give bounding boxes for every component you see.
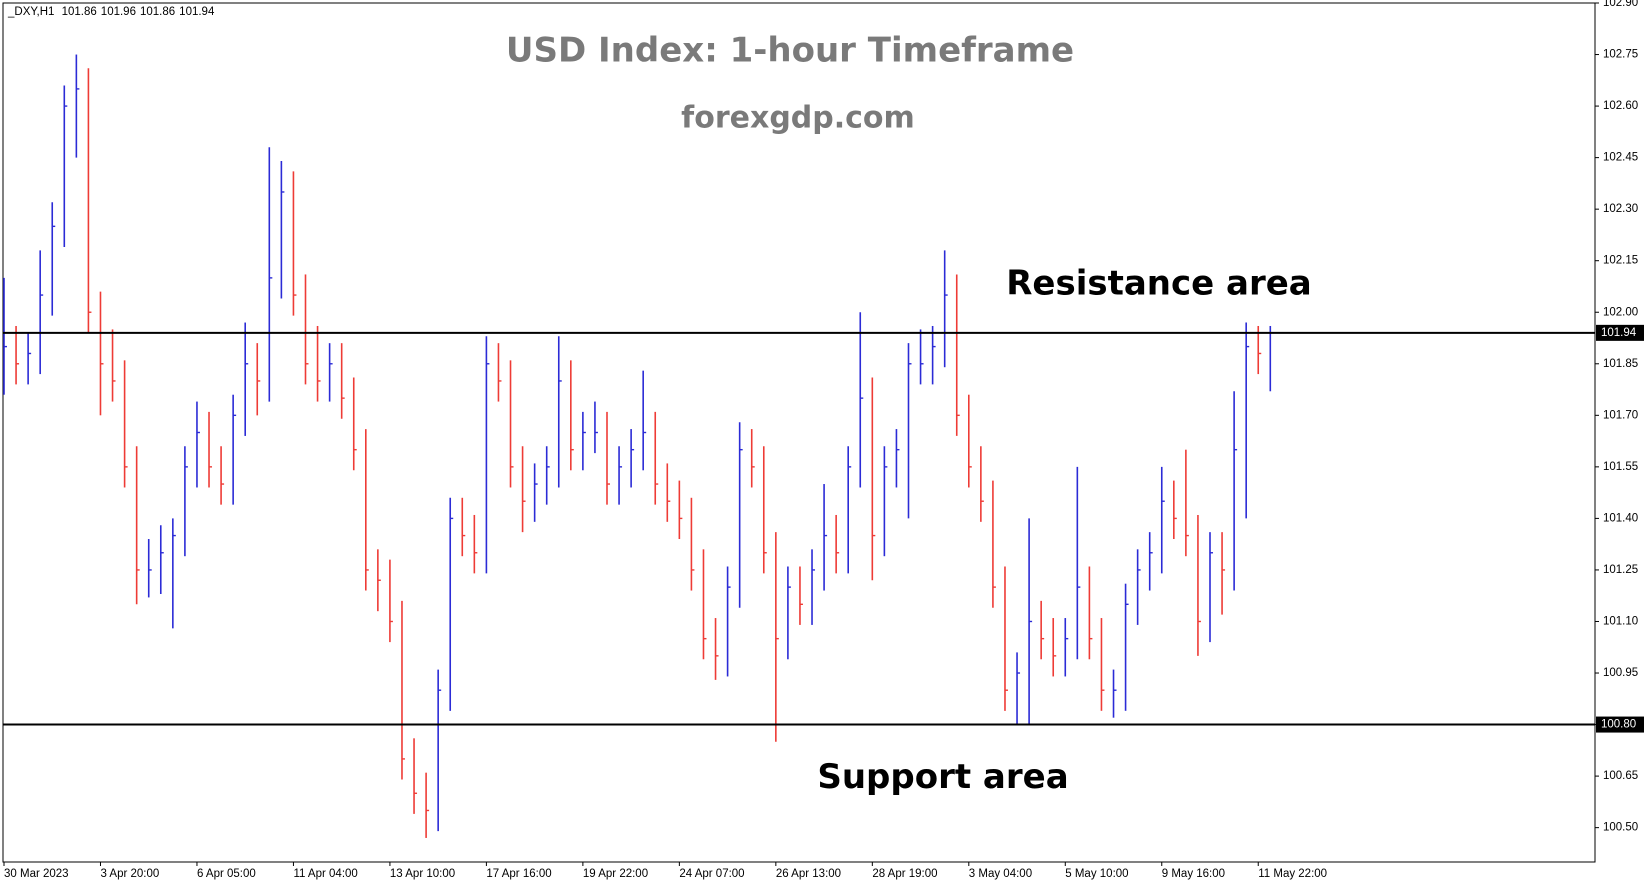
y-tick-label: 102.60	[1603, 100, 1638, 112]
level-annotation: Resistance area	[1006, 263, 1312, 303]
price-box	[1596, 716, 1644, 733]
x-tick-label: 11 Apr 04:00	[293, 868, 357, 880]
x-tick-label: 28 Apr 19:00	[872, 868, 937, 880]
y-tick-label: 101.85	[1603, 358, 1638, 370]
price-box-label: 100.80	[1601, 719, 1636, 731]
x-tick-label: 3 May 04:00	[969, 868, 1032, 880]
y-tick-label: 102.45	[1603, 152, 1638, 164]
x-tick-label: 24 Apr 07:00	[679, 868, 744, 880]
price-box-label: 101.94	[1601, 327, 1637, 339]
y-tick-label: 101.55	[1603, 461, 1638, 473]
x-tick-label: 3 Apr 20:00	[100, 868, 159, 880]
y-tick-label: 102.30	[1603, 203, 1638, 215]
y-tick-label: 100.50	[1603, 822, 1638, 834]
x-tick-label: 6 Apr 05:00	[197, 868, 256, 880]
y-tick-label: 102.15	[1603, 255, 1638, 267]
quote-high: 101.96	[101, 6, 136, 18]
x-tick-label: 13 Apr 10:00	[390, 868, 455, 880]
quote-low: 101.86	[140, 6, 175, 18]
x-tick-label: 5 May 10:00	[1065, 868, 1128, 880]
y-tick-label: 100.95	[1603, 667, 1638, 679]
price-box	[1596, 324, 1644, 341]
y-tick-label: 102.75	[1603, 49, 1638, 61]
y-tick-label: 101.10	[1603, 616, 1638, 628]
y-tick-label: 102.00	[1603, 306, 1638, 318]
level-annotation: Support area	[817, 757, 1068, 797]
x-tick-label: 11 May 22:00	[1258, 868, 1327, 880]
y-tick-label: 101.70	[1603, 409, 1638, 421]
symbol: _DXY,H1	[7, 6, 54, 18]
plot-frame	[2, 2, 1596, 863]
y-tick-label: 102.90	[1603, 0, 1638, 9]
chart-title: USD Index: 1-hour Timeframe	[506, 31, 1074, 71]
chart-subtitle: forexgdp.com	[681, 101, 915, 136]
x-tick-label: 9 May 16:00	[1162, 868, 1225, 880]
x-tick-label: 30 Mar 2023	[4, 868, 69, 880]
x-tick-label: 19 Apr 22:00	[583, 868, 648, 880]
quote-open: 101.86	[62, 6, 97, 18]
x-tick-label: 26 Apr 13:00	[776, 868, 841, 880]
y-tick-label: 100.65	[1603, 770, 1638, 782]
quote-close: 101.94	[179, 6, 215, 18]
quote-header: _DXY,H1 101.86 101.96 101.86 101.94	[7, 6, 215, 18]
y-tick-label: 101.40	[1603, 512, 1638, 524]
x-tick-label: 17 Apr 16:00	[486, 868, 551, 880]
y-tick-label: 101.25	[1603, 564, 1638, 576]
